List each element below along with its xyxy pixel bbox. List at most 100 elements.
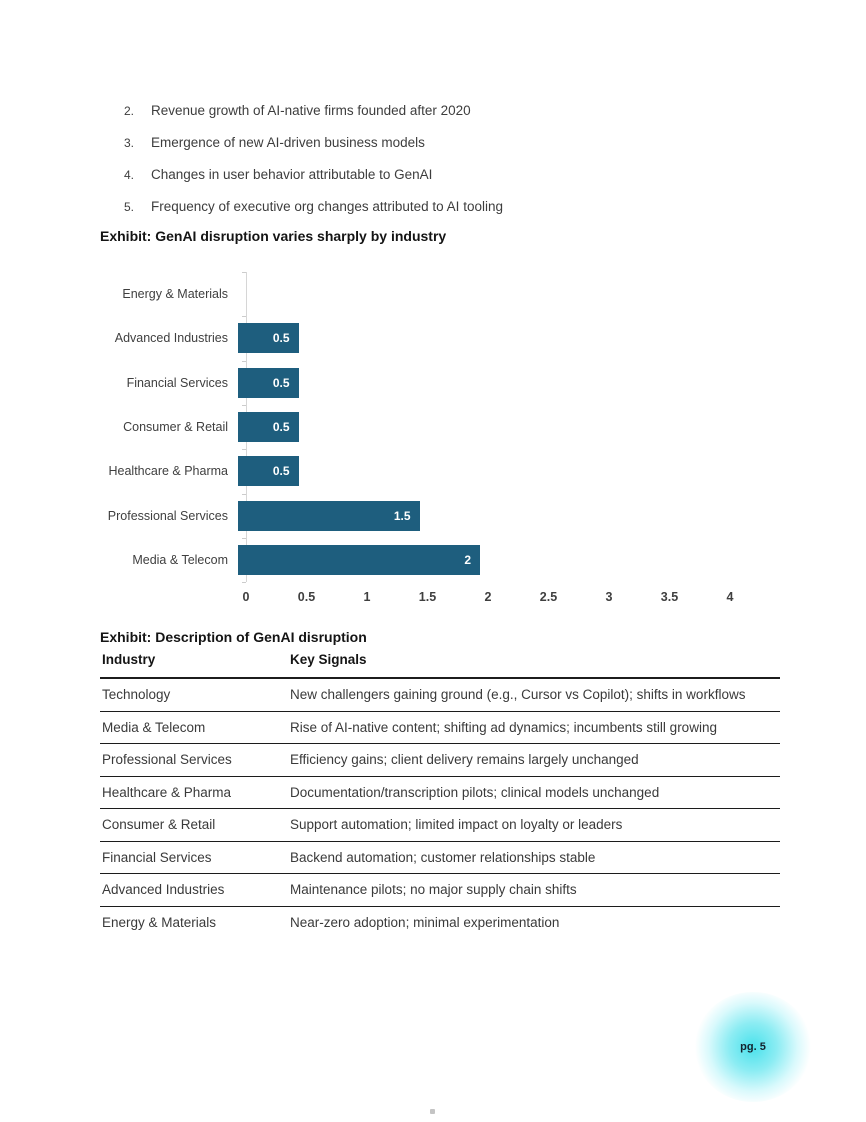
industry-column-header: Industry (100, 652, 288, 679)
list-item-number: 2. (124, 104, 135, 118)
list-item: 2. Revenue growth of AI-native firms foun… (124, 101, 503, 121)
industry-cell: Advanced Industries (100, 873, 288, 907)
page-number-badge: pg. 5 (694, 992, 812, 1102)
x-axis-tick-label: 0 (242, 590, 250, 605)
chart-bar: 2 (238, 544, 480, 575)
industry-cell: Energy & Materials (102, 914, 217, 930)
table-row: Advanced Industries Maintenance pilots; n… (100, 873, 780, 907)
chart-row: Media & Telecom 2 (100, 538, 760, 582)
y-axis-tick (242, 493, 246, 495)
table-body: Technology New challengers gaining ground… (100, 678, 780, 938)
numbered-list: 2. Revenue growth of AI-native firms foun… (124, 101, 503, 229)
exhibit2-title: Exhibit: Description of GenAI disruption (100, 629, 367, 645)
chart-row: Financial Services 0.5 (100, 361, 760, 405)
chart-plot-cell: 0.5 (237, 405, 760, 449)
chart-plot-cell: 0.5 (237, 449, 760, 493)
y-axis-tick (242, 404, 246, 406)
footer-mark (430, 1109, 435, 1114)
list-item-text: Frequency of executive org changes attri… (151, 199, 503, 214)
table-row: Energy & Materials Near-zero adoption; mi… (100, 906, 780, 938)
industry-cell: Media & Telecom (100, 711, 288, 744)
chart-row: Professional Services 1.5 (100, 493, 760, 537)
list-item-text: Changes in user behavior attributable to… (151, 167, 433, 182)
chart-row: Healthcare & Pharma 0.5 (100, 449, 760, 493)
y-axis-tick (242, 360, 246, 362)
key-signals-cell: Near-zero adoption; minimal experimentat… (290, 914, 560, 930)
x-axis-tick-label: 3 (605, 590, 613, 605)
key-signals-cell: Support automation; limited impact on lo… (288, 808, 780, 842)
y-axis-tick (242, 537, 246, 539)
key-signals-cell: Documentation/transcription pilots; clin… (288, 776, 780, 809)
key-signals-column-header: Key Signals (288, 652, 780, 679)
table-row: Media & Telecom Rise of AI-native content… (100, 711, 780, 744)
exhibit1-title: Exhibit: GenAI disruption varies sharply… (100, 228, 447, 244)
list-item-number: 3. (124, 136, 135, 150)
list-item-number: 5. (124, 200, 135, 214)
industry-cell: Technology (100, 678, 288, 712)
table-row: Financial Services Backend automation; cu… (100, 841, 780, 874)
key-signals-cell: Efficiency gains; client delivery remain… (288, 743, 780, 777)
chart-category-label: Financial Services (126, 375, 228, 390)
table-row: Technology New challengers gaining ground… (100, 678, 780, 712)
y-axis-tick (242, 582, 246, 584)
chart-plot-cell: 1.5 (237, 493, 760, 537)
chart-plot-cell: 0.5 (237, 316, 760, 360)
chart-category-label: Professional Services (107, 508, 228, 523)
chart-bar: 1.5 (238, 500, 420, 531)
table-row: Consumer & Retail Support automation; lim… (100, 808, 780, 842)
x-axis-tick-label: 3.5 (660, 590, 679, 605)
chart-category-label: Advanced Industries (114, 331, 228, 346)
x-axis-tick-label: 2.5 (539, 590, 558, 605)
industry-cell: Professional Services (100, 743, 288, 777)
chart-category-label: Consumer & Retail (123, 420, 228, 435)
bar-value-label: 0.5 (272, 420, 290, 435)
chart-plot-cell (237, 272, 760, 316)
bar-chart: Energy & Materials Advanced Industries 0.5… (100, 272, 760, 610)
x-axis-tick-label: 2 (484, 590, 492, 605)
chart-category-label: Healthcare & Pharma (108, 464, 228, 479)
table-header-row: Industry Key Signals (100, 652, 780, 679)
x-axis-tick-label: 4 (726, 590, 734, 605)
chart-bar: 0.5 (238, 412, 299, 443)
table-row: Professional Services Efficiency gains; c… (100, 743, 780, 777)
table-row: Healthcare & Pharma Documentation/transcr… (100, 776, 780, 809)
x-axis-tick-label: 1.5 (418, 590, 437, 605)
page-number-label: pg. 5 (740, 1041, 766, 1053)
x-axis-tick-label: 0.5 (297, 590, 316, 605)
table-header: Industry Key Signals (100, 652, 780, 679)
chart-plot-cell: 2 (237, 538, 760, 582)
list-item: 4. Changes in user behavior attributable … (124, 165, 503, 185)
chart-row: Consumer & Retail 0.5 (100, 405, 760, 449)
industry-cell: Healthcare & Pharma (100, 776, 288, 809)
list-item: 5. Frequency of executive org changes att… (124, 197, 503, 217)
bar-value-label: 1.5 (393, 508, 411, 523)
x-axis-tick-label: 1 (363, 590, 371, 605)
chart-category-label: Media & Telecom (132, 552, 228, 567)
signals-table: Industry Key Signals Technology New chall… (100, 652, 780, 938)
chart-x-axis: 0 0.5 1 1.5 2 2.5 3 3.5 4 (100, 582, 760, 610)
list-item-text: Emergence of new AI-driven business mode… (151, 135, 425, 150)
list-item-number: 4. (124, 168, 135, 182)
list-item-text: Revenue growth of AI-native firms founde… (151, 103, 471, 118)
industry-cell: Financial Services (100, 841, 288, 874)
y-axis-tick (242, 316, 246, 318)
y-axis-tick (242, 449, 246, 451)
industry-cell: Consumer & Retail (100, 808, 288, 842)
bar-value-label: 0.5 (272, 375, 290, 390)
chart-rows: Energy & Materials Advanced Industries 0.5… (100, 272, 760, 584)
chart-bar: 0.5 (238, 323, 299, 354)
key-signals-cell: Rise of AI-native content; shifting ad d… (288, 711, 780, 744)
chart-bar: 0.5 (238, 367, 299, 398)
bar-value-label: 0.5 (272, 331, 290, 346)
key-signals-cell: Maintenance pilots; no major supply chai… (288, 873, 780, 907)
key-signals-cell: Backend automation; customer relationshi… (288, 841, 780, 874)
bar-value-label: 2 (464, 552, 471, 567)
chart-category-label: Energy & Materials (122, 287, 228, 302)
chart-row: Advanced Industries 0.5 (100, 316, 760, 360)
list-item: 3. Emergence of new AI-driven business mo… (124, 133, 503, 153)
chart-plot-cell: 0.5 (237, 361, 760, 405)
key-signals-cell: New challengers gaining ground (e.g., Cu… (288, 678, 780, 712)
chart-row: Energy & Materials (100, 272, 760, 316)
y-axis-tick (242, 272, 246, 273)
